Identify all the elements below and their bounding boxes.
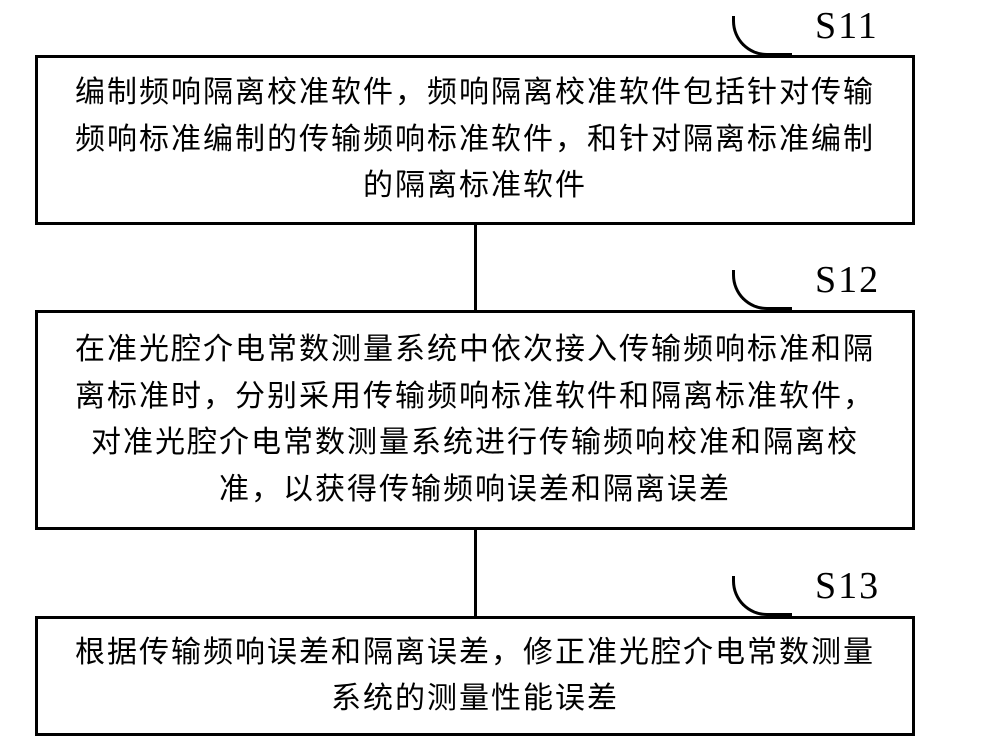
hook-s12 bbox=[732, 270, 792, 310]
step-label-s12: S12 bbox=[815, 258, 880, 302]
step-text-s12: 在准光腔介电常数测量系统中依次接入传输频响标准和隔离标准时，分别采用传输频响标准… bbox=[68, 327, 882, 513]
step-text-s13: 根据传输频响误差和隔离误差，修正准光腔介电常数测量系统的测量性能误差 bbox=[68, 630, 882, 723]
step-label-s11: S11 bbox=[815, 4, 879, 48]
step-label-s13: S13 bbox=[815, 564, 880, 608]
step-box-s11: 编制频响隔离校准软件，频响隔离校准软件包括针对传输频响标准编制的传输频响标准软件… bbox=[35, 55, 915, 225]
connector-1 bbox=[474, 225, 477, 310]
hook-s13 bbox=[732, 576, 792, 616]
hook-s11 bbox=[732, 16, 792, 56]
step-box-s13: 根据传输频响误差和隔离误差，修正准光腔介电常数测量系统的测量性能误差 bbox=[35, 616, 915, 736]
flowchart-canvas: S11 编制频响隔离校准软件，频响隔离校准软件包括针对传输频响标准编制的传输频响… bbox=[0, 0, 1000, 749]
step-box-s12: 在准光腔介电常数测量系统中依次接入传输频响标准和隔离标准时，分别采用传输频响标准… bbox=[35, 310, 915, 530]
step-text-s11: 编制频响隔离校准软件，频响隔离校准软件包括针对传输频响标准编制的传输频响标准软件… bbox=[68, 70, 882, 210]
connector-2 bbox=[474, 530, 477, 616]
